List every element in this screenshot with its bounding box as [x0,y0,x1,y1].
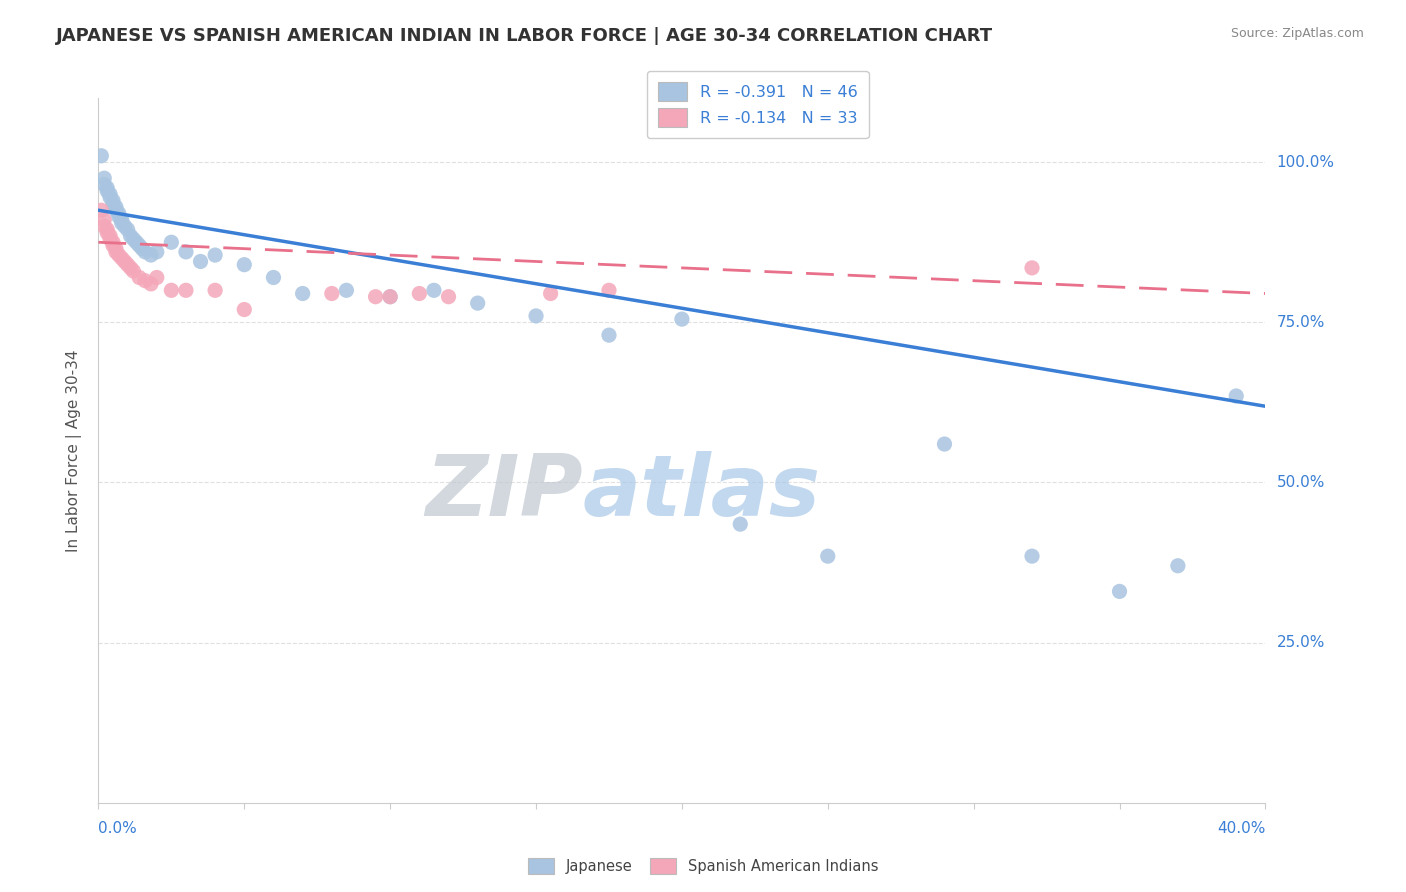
Point [139,277,162,291]
Point [174,244,197,259]
Point [233,258,256,272]
Point [1225,389,1247,403]
Point [524,309,547,323]
Point [408,286,430,301]
Point [96,181,118,195]
Point [380,290,402,304]
Point [93,219,115,234]
Point [139,248,162,262]
Text: 40.0%: 40.0% [1218,822,1265,837]
Point [90,203,112,218]
Point [128,238,150,252]
Point [104,203,127,218]
Point [98,187,121,202]
Point [93,212,115,227]
Point [817,549,839,564]
Y-axis label: In Labor Force | Age 30-34: In Labor Force | Age 30-34 [66,349,83,552]
Point [934,437,956,451]
Point [146,244,169,259]
Point [233,302,256,317]
Point [111,252,134,266]
Point [1108,584,1130,599]
Point [98,190,121,204]
Point [598,283,620,297]
Point [671,312,693,326]
Point [174,283,197,297]
Point [160,283,183,297]
Point [262,270,284,285]
Point [122,264,145,278]
Text: 50.0%: 50.0% [1277,475,1324,490]
Point [114,254,136,268]
Point [104,200,127,214]
Point [204,283,226,297]
Text: Source: ZipAtlas.com: Source: ZipAtlas.com [1230,27,1364,40]
Point [93,178,115,192]
Legend: R = -0.391   N = 46, R = -0.134   N = 33: R = -0.391 N = 46, R = -0.134 N = 33 [647,70,869,138]
Point [120,228,142,243]
Point [380,290,402,304]
Point [190,254,212,268]
Point [122,232,145,246]
Point [93,171,115,186]
Point [96,222,118,236]
Text: 0.0%: 0.0% [98,822,138,837]
Point [1167,558,1189,573]
Point [117,222,139,236]
Point [111,216,134,230]
Point [598,328,620,343]
Point [104,244,127,259]
Point [125,235,148,250]
Point [104,242,127,256]
Text: 100.0%: 100.0% [1277,154,1334,169]
Point [134,274,156,288]
Point [1021,260,1043,275]
Point [98,228,121,243]
Point [114,219,136,234]
Point [101,235,124,250]
Point [108,248,131,262]
Point [108,206,131,220]
Point [423,283,446,297]
Point [204,248,226,262]
Point [335,283,357,297]
Point [730,517,752,532]
Point [101,197,124,211]
Point [1021,549,1043,564]
Point [321,286,343,301]
Point [120,260,142,275]
Point [437,290,460,304]
Point [111,212,134,227]
Legend: Japanese, Spanish American Indians: Japanese, Spanish American Indians [522,852,884,880]
Point [101,194,124,208]
Point [96,184,118,198]
Text: 25.0%: 25.0% [1277,635,1324,650]
Point [146,270,169,285]
Text: 75.0%: 75.0% [1277,315,1324,330]
Point [128,270,150,285]
Point [291,286,314,301]
Point [364,290,387,304]
Point [96,226,118,240]
Text: ZIP: ZIP [425,451,582,534]
Point [160,235,183,250]
Point [117,258,139,272]
Text: JAPANESE VS SPANISH AMERICAN INDIAN IN LABOR FORCE | AGE 30-34 CORRELATION CHART: JAPANESE VS SPANISH AMERICAN INDIAN IN L… [56,27,994,45]
Point [90,149,112,163]
Point [467,296,489,310]
Point [131,242,153,256]
Point [101,238,124,252]
Text: atlas: atlas [582,451,821,534]
Point [98,232,121,246]
Point [108,210,131,224]
Point [540,286,562,301]
Point [134,244,156,259]
